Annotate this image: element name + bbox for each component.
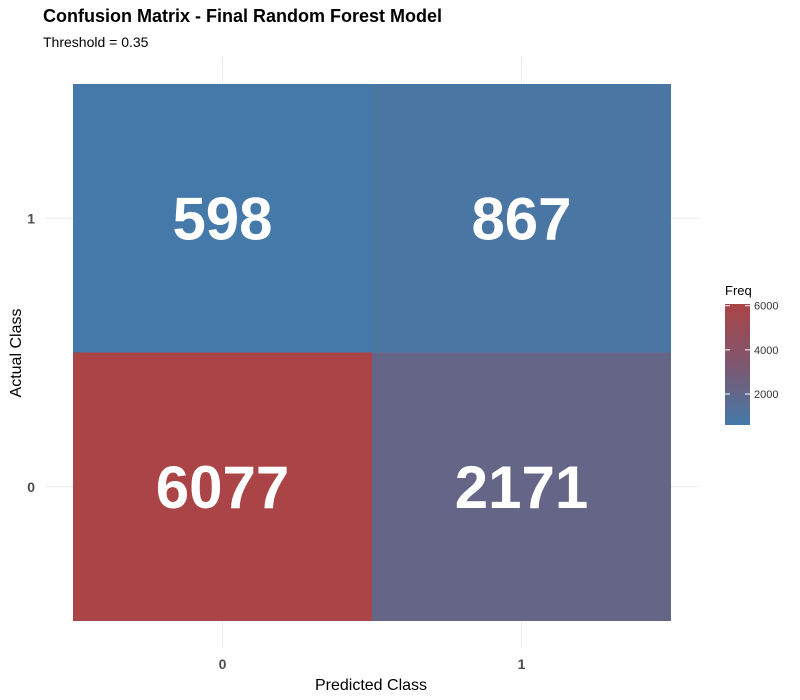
heatmap-cell — [73, 84, 372, 353]
chart-title: Confusion Matrix - Final Random Forest M… — [43, 6, 443, 26]
x-tick-label: 0 — [219, 656, 227, 672]
chart-subtitle: Threshold = 0.35 — [43, 34, 149, 50]
heatmap-cell — [372, 352, 671, 621]
cell-value-label: 2171 — [455, 454, 588, 521]
legend-colorbar — [725, 304, 750, 425]
heatmap-cell — [372, 84, 671, 353]
color-legend: Freq 2000 4000 6000 — [725, 283, 778, 425]
legend-tick-label: 2000 — [754, 389, 778, 401]
cell-value-label: 6077 — [156, 454, 289, 521]
y-tick-label: 0 — [27, 479, 35, 495]
axes: Predicted Class Actual Class 0 1 0 1 — [8, 210, 526, 694]
x-axis-title: Predicted Class — [315, 677, 427, 694]
cell-labels: 598 867 6077 2171 — [156, 185, 588, 521]
y-tick-label: 1 — [27, 210, 35, 226]
legend-tick-label: 6000 — [754, 301, 778, 313]
cell-value-label: 598 — [172, 185, 272, 252]
y-axis-title: Actual Class — [8, 309, 25, 398]
x-tick-label: 1 — [518, 656, 526, 672]
cell-value-label: 867 — [471, 185, 571, 252]
legend-tick-label: 4000 — [754, 345, 778, 357]
heatmap-cell — [73, 352, 372, 621]
legend-title: Freq — [725, 283, 752, 298]
heatmap-cells — [73, 84, 671, 621]
